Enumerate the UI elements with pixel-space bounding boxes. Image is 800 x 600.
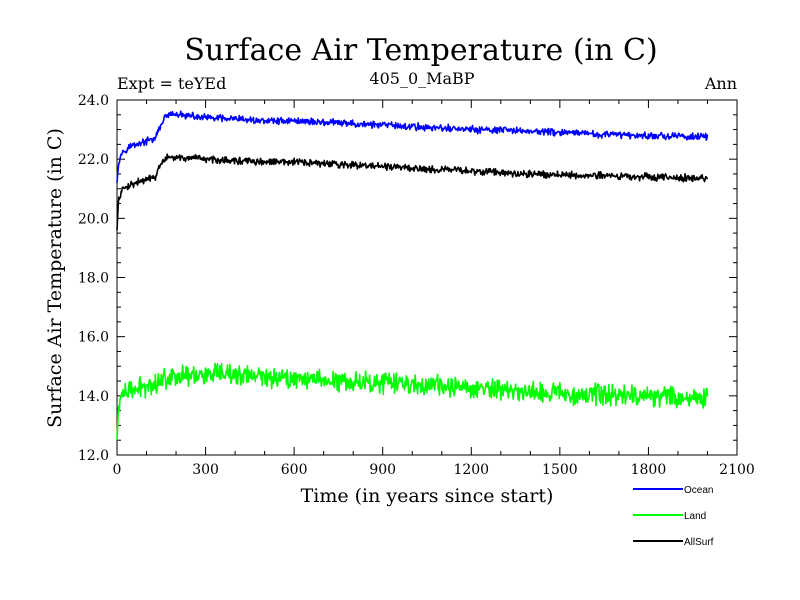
legend: Ocean Land AllSurf <box>633 485 714 548</box>
x-tick-label: 1500 <box>542 462 578 478</box>
x-axis-label: Time (in years since start) <box>301 485 554 507</box>
x-tick-label: 300 <box>192 462 219 478</box>
series-line-ocean <box>116 110 709 183</box>
axis-tick-labels: 0 300 600 900 1200 1500 1800 2100 12.0 14.0 16.0 18… <box>78 93 755 478</box>
x-tick-label: 1800 <box>631 462 667 478</box>
legend-label-allsurf: AllSurf <box>684 537 714 548</box>
chart-title: Surface Air Temperature (in C) <box>184 33 657 68</box>
legend-label-land: Land <box>684 511 706 522</box>
axis-ticks <box>116 99 738 456</box>
legend-label-ocean: Ocean <box>684 485 713 496</box>
y-axis-label: Surface Air Temperature (in C) <box>44 128 66 428</box>
y-tick-label: 24.0 <box>78 93 109 109</box>
y-tick-label: 20.0 <box>78 211 109 227</box>
y-tick-label: 18.0 <box>78 271 109 287</box>
plot-area-frame <box>116 99 738 456</box>
x-tick-label: 1200 <box>453 462 489 478</box>
series-line-land <box>116 362 709 441</box>
series-line-allsurf <box>116 153 709 231</box>
y-tick-label: 16.0 <box>78 330 109 346</box>
season-label: Ann <box>704 74 737 93</box>
y-tick-label: 12.0 <box>78 448 109 464</box>
x-tick-label: 0 <box>113 462 122 478</box>
y-tick-label: 22.0 <box>78 152 109 168</box>
x-tick-label: 2100 <box>719 462 755 478</box>
period-label: 405_0_MaBP <box>369 69 474 88</box>
series-lines <box>116 110 709 441</box>
x-tick-label: 900 <box>369 462 396 478</box>
x-tick-label: 600 <box>281 462 308 478</box>
experiment-label: Expt = teYEd <box>117 74 226 93</box>
y-tick-label: 14.0 <box>78 389 109 405</box>
